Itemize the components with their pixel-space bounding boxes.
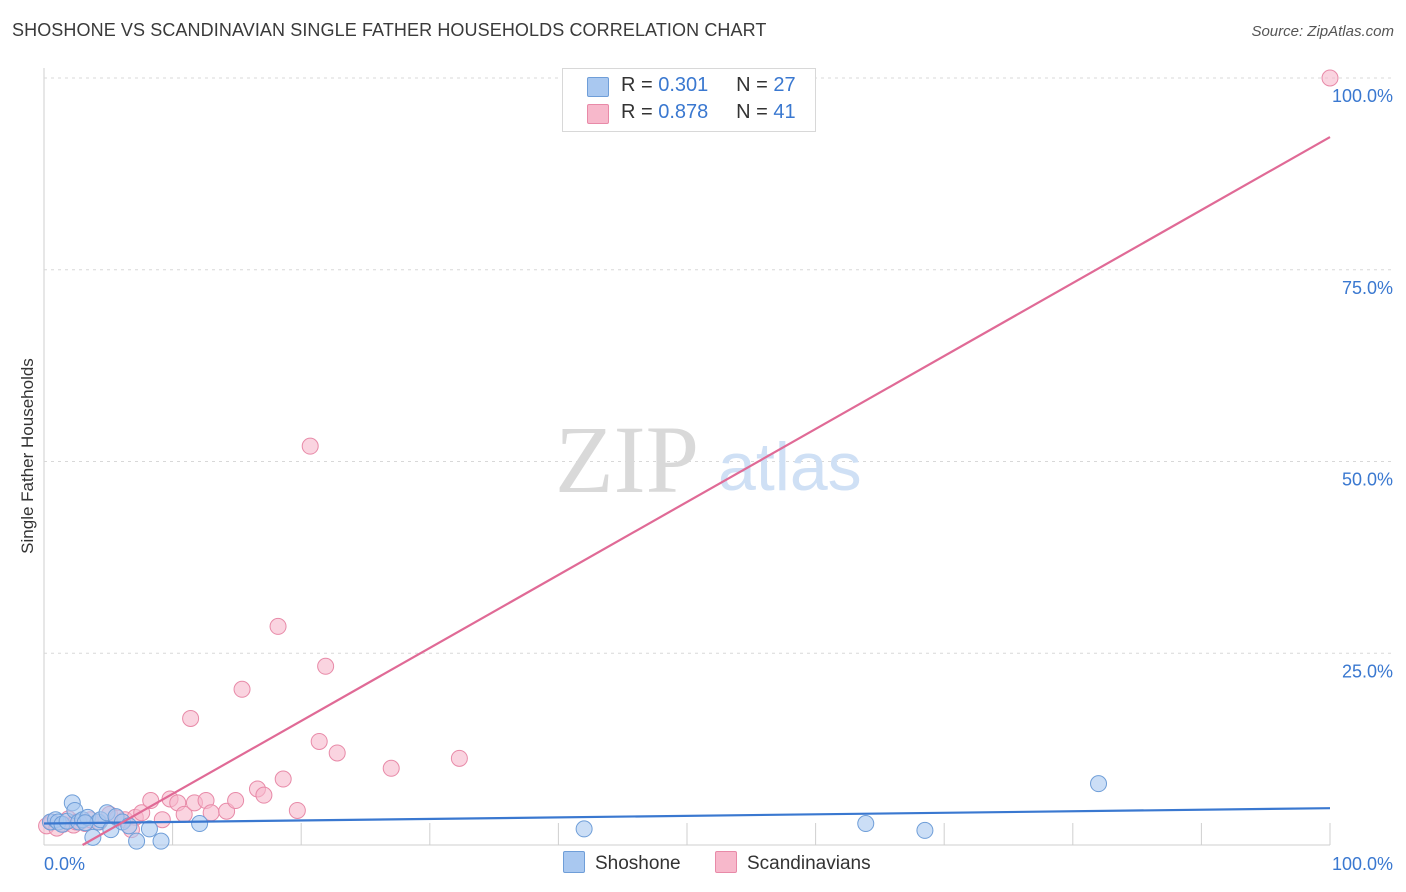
n-label: N = <box>736 74 768 96</box>
scandinavian-point <box>310 732 328 750</box>
shoshone-point <box>140 820 158 838</box>
tick-labels-layer: 25.0% 50.0% 75.0% 100.0% 0.0% 100.0% <box>44 86 1393 874</box>
scandinavian-point <box>328 744 346 762</box>
n-value: 41 <box>773 101 796 123</box>
legend-item-scandinavians: Scandinavians <box>715 851 871 875</box>
shoshone-point <box>916 821 934 839</box>
shoshone-point <box>191 815 209 833</box>
scandinavian-point <box>301 437 319 455</box>
shoshone-point <box>857 815 875 833</box>
scandinavian-point <box>269 617 287 635</box>
shoshone-point <box>152 832 170 850</box>
scandinavian-point <box>450 749 468 767</box>
scandinavian-point <box>182 709 200 727</box>
chart-title: SHOSHONE VS SCANDINAVIAN SINGLE FATHER H… <box>12 20 767 40</box>
scandinavians-legend-swatch <box>715 851 737 873</box>
scandinavians-swatch <box>587 104 609 124</box>
x-tick-label: 100.0% <box>1332 854 1393 874</box>
y-tick-label: 75.0% <box>1342 278 1393 298</box>
r-label: R = <box>621 74 653 96</box>
n-label: N = <box>736 101 768 123</box>
trend-layer <box>43 136 1331 846</box>
y-axis-label: Single Father Households <box>18 358 37 554</box>
points-layer <box>38 69 1339 850</box>
shoshone-point <box>1090 775 1108 793</box>
shoshone-swatch <box>587 77 609 97</box>
r-value: 0.878 <box>658 101 709 123</box>
scandinavian-trend-line <box>82 136 1331 846</box>
legend-item-shoshone: Shoshone <box>563 851 681 875</box>
scandinavian-point <box>1321 69 1339 87</box>
n-value: 27 <box>773 74 796 96</box>
scandinavian-point <box>288 801 306 819</box>
scandinavian-point <box>317 657 335 675</box>
r-value: 0.301 <box>658 74 709 96</box>
scandinavian-point <box>153 811 171 829</box>
scandinavian-point <box>382 759 400 777</box>
y-tick-label: 50.0% <box>1342 470 1393 490</box>
shoshone-point <box>128 832 146 850</box>
scandinavian-point <box>227 792 245 810</box>
stats-legend: R = 0.301 N = 27 R = 0.878 N = 41 <box>562 68 816 132</box>
shoshone-legend-swatch <box>563 851 585 873</box>
watermark-zip: ZIP <box>555 406 699 513</box>
shoshone-trend-line <box>43 807 1331 825</box>
r-label: R = <box>621 101 653 123</box>
shoshone-point <box>575 820 593 838</box>
shoshone-legend-label: Shoshone <box>595 853 681 874</box>
shoshone-point <box>120 817 138 835</box>
x-tick-label: 0.0% <box>44 854 85 874</box>
scandinavian-point <box>233 680 251 698</box>
y-tick-label: 25.0% <box>1342 661 1393 681</box>
scandinavians-legend-label: Scandinavians <box>747 853 871 874</box>
watermark-atlas: atlas <box>718 429 862 505</box>
y-tick-label: 100.0% <box>1332 86 1393 106</box>
source-credit: Source: ZipAtlas.com <box>1251 23 1394 40</box>
scandinavian-point <box>255 786 273 804</box>
scandinavian-point <box>274 770 292 788</box>
